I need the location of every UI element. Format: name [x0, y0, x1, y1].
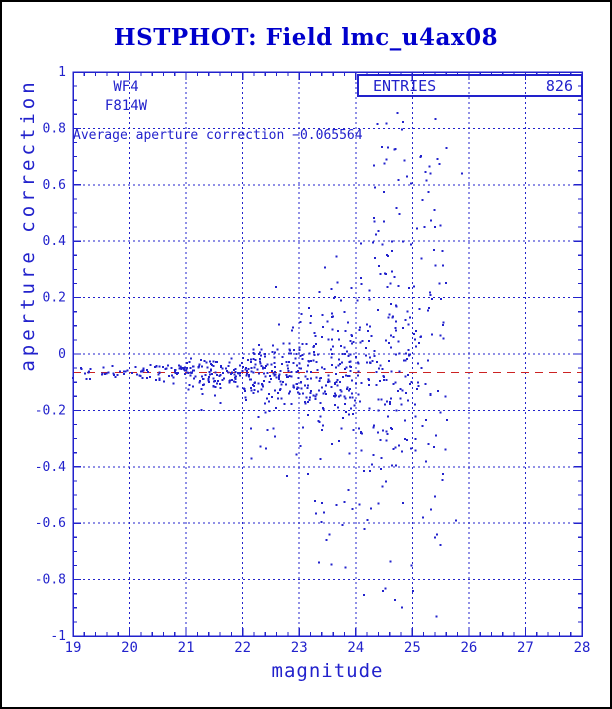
svg-text:0.8: 0.8 — [43, 121, 66, 136]
svg-text:28: 28 — [574, 640, 591, 656]
entries-box: ENTRIES 826 — [357, 74, 583, 97]
svg-text:20: 20 — [121, 640, 138, 656]
camera-label: WF4 — [113, 79, 139, 95]
svg-text:-0.6: -0.6 — [35, 516, 66, 531]
svg-text:-0.2: -0.2 — [35, 403, 66, 418]
page-title: HSTPHOT: Field lmc_u4ax08 — [113, 24, 499, 51]
entries-label: ENTRIES — [373, 76, 437, 95]
svg-text:26: 26 — [460, 640, 477, 656]
svg-text:-1: -1 — [50, 629, 66, 644]
svg-text:24: 24 — [347, 640, 364, 656]
svg-text:19: 19 — [65, 640, 82, 656]
camera-filter-labels: WF4 F814W — [96, 78, 156, 116]
svg-text:1: 1 — [58, 65, 66, 80]
svg-text:27: 27 — [517, 640, 534, 656]
svg-text:23: 23 — [291, 640, 308, 656]
y-axis-title: aperture correction — [17, 78, 39, 372]
filter-label: F814W — [104, 98, 148, 114]
svg-text:21: 21 — [178, 640, 195, 656]
svg-text:0.2: 0.2 — [43, 291, 66, 306]
svg-text:-0.4: -0.4 — [35, 460, 66, 475]
svg-text:0: 0 — [58, 347, 66, 362]
entries-value: 826 — [545, 76, 573, 95]
svg-text:25: 25 — [404, 640, 421, 656]
average-correction-annotation: Average aperture correction −0.065564 — [73, 128, 363, 143]
x-axis-title: magnitude — [271, 660, 384, 682]
svg-text:0.6: 0.6 — [43, 178, 66, 193]
svg-text:22: 22 — [234, 640, 251, 656]
svg-text:-0.8: -0.8 — [35, 573, 66, 588]
svg-text:0.4: 0.4 — [43, 234, 67, 249]
